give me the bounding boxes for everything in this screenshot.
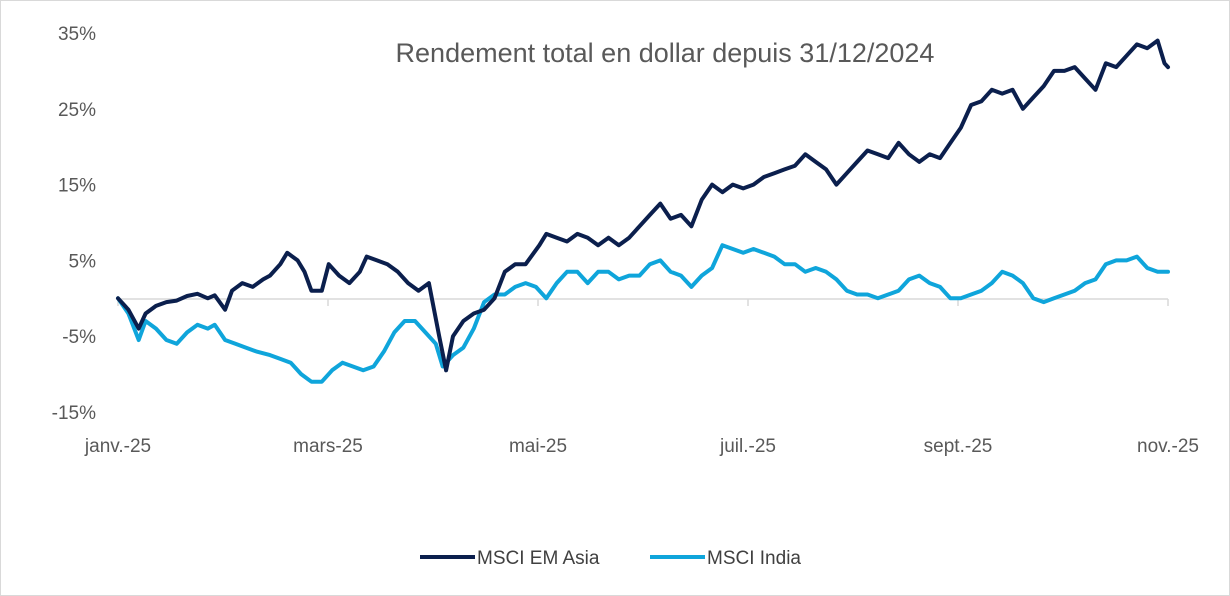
chart-title: Rendement total en dollar depuis 31/12/2…: [396, 38, 935, 68]
x-tick-label: sept.-25: [924, 436, 993, 457]
y-tick-label: -15%: [52, 403, 96, 424]
y-tick-label: 15%: [58, 176, 96, 197]
x-tick-label: juil.-25: [719, 436, 776, 457]
series-line-msci-india: [116, 243, 1170, 384]
x-tick-label: janv.-25: [84, 436, 151, 457]
x-tick-label: mai-25: [509, 436, 567, 457]
y-axis: 35% 25% 15% 5% -5% -15%: [52, 24, 96, 424]
x-axis: janv.-25 mars-25 mai-25 juil.-25 sept.-25 nov…: [84, 298, 1199, 457]
legend-label-msci-india: MSCI India: [707, 548, 801, 569]
y-tick-label: 35%: [58, 24, 96, 45]
series-line-msci-em-asia: [116, 38, 1170, 373]
y-tick-label: 25%: [58, 100, 96, 121]
x-tick-label: mars-25: [293, 436, 363, 457]
legend-label-msci-em-asia: MSCI EM Asia: [477, 548, 600, 569]
x-tick-label: nov.-25: [1137, 436, 1199, 457]
y-tick-label: -5%: [62, 327, 96, 348]
legend: MSCI EM Asia MSCI India: [420, 548, 801, 569]
series-lines: [116, 38, 1170, 384]
y-tick-label: 5%: [69, 251, 97, 272]
